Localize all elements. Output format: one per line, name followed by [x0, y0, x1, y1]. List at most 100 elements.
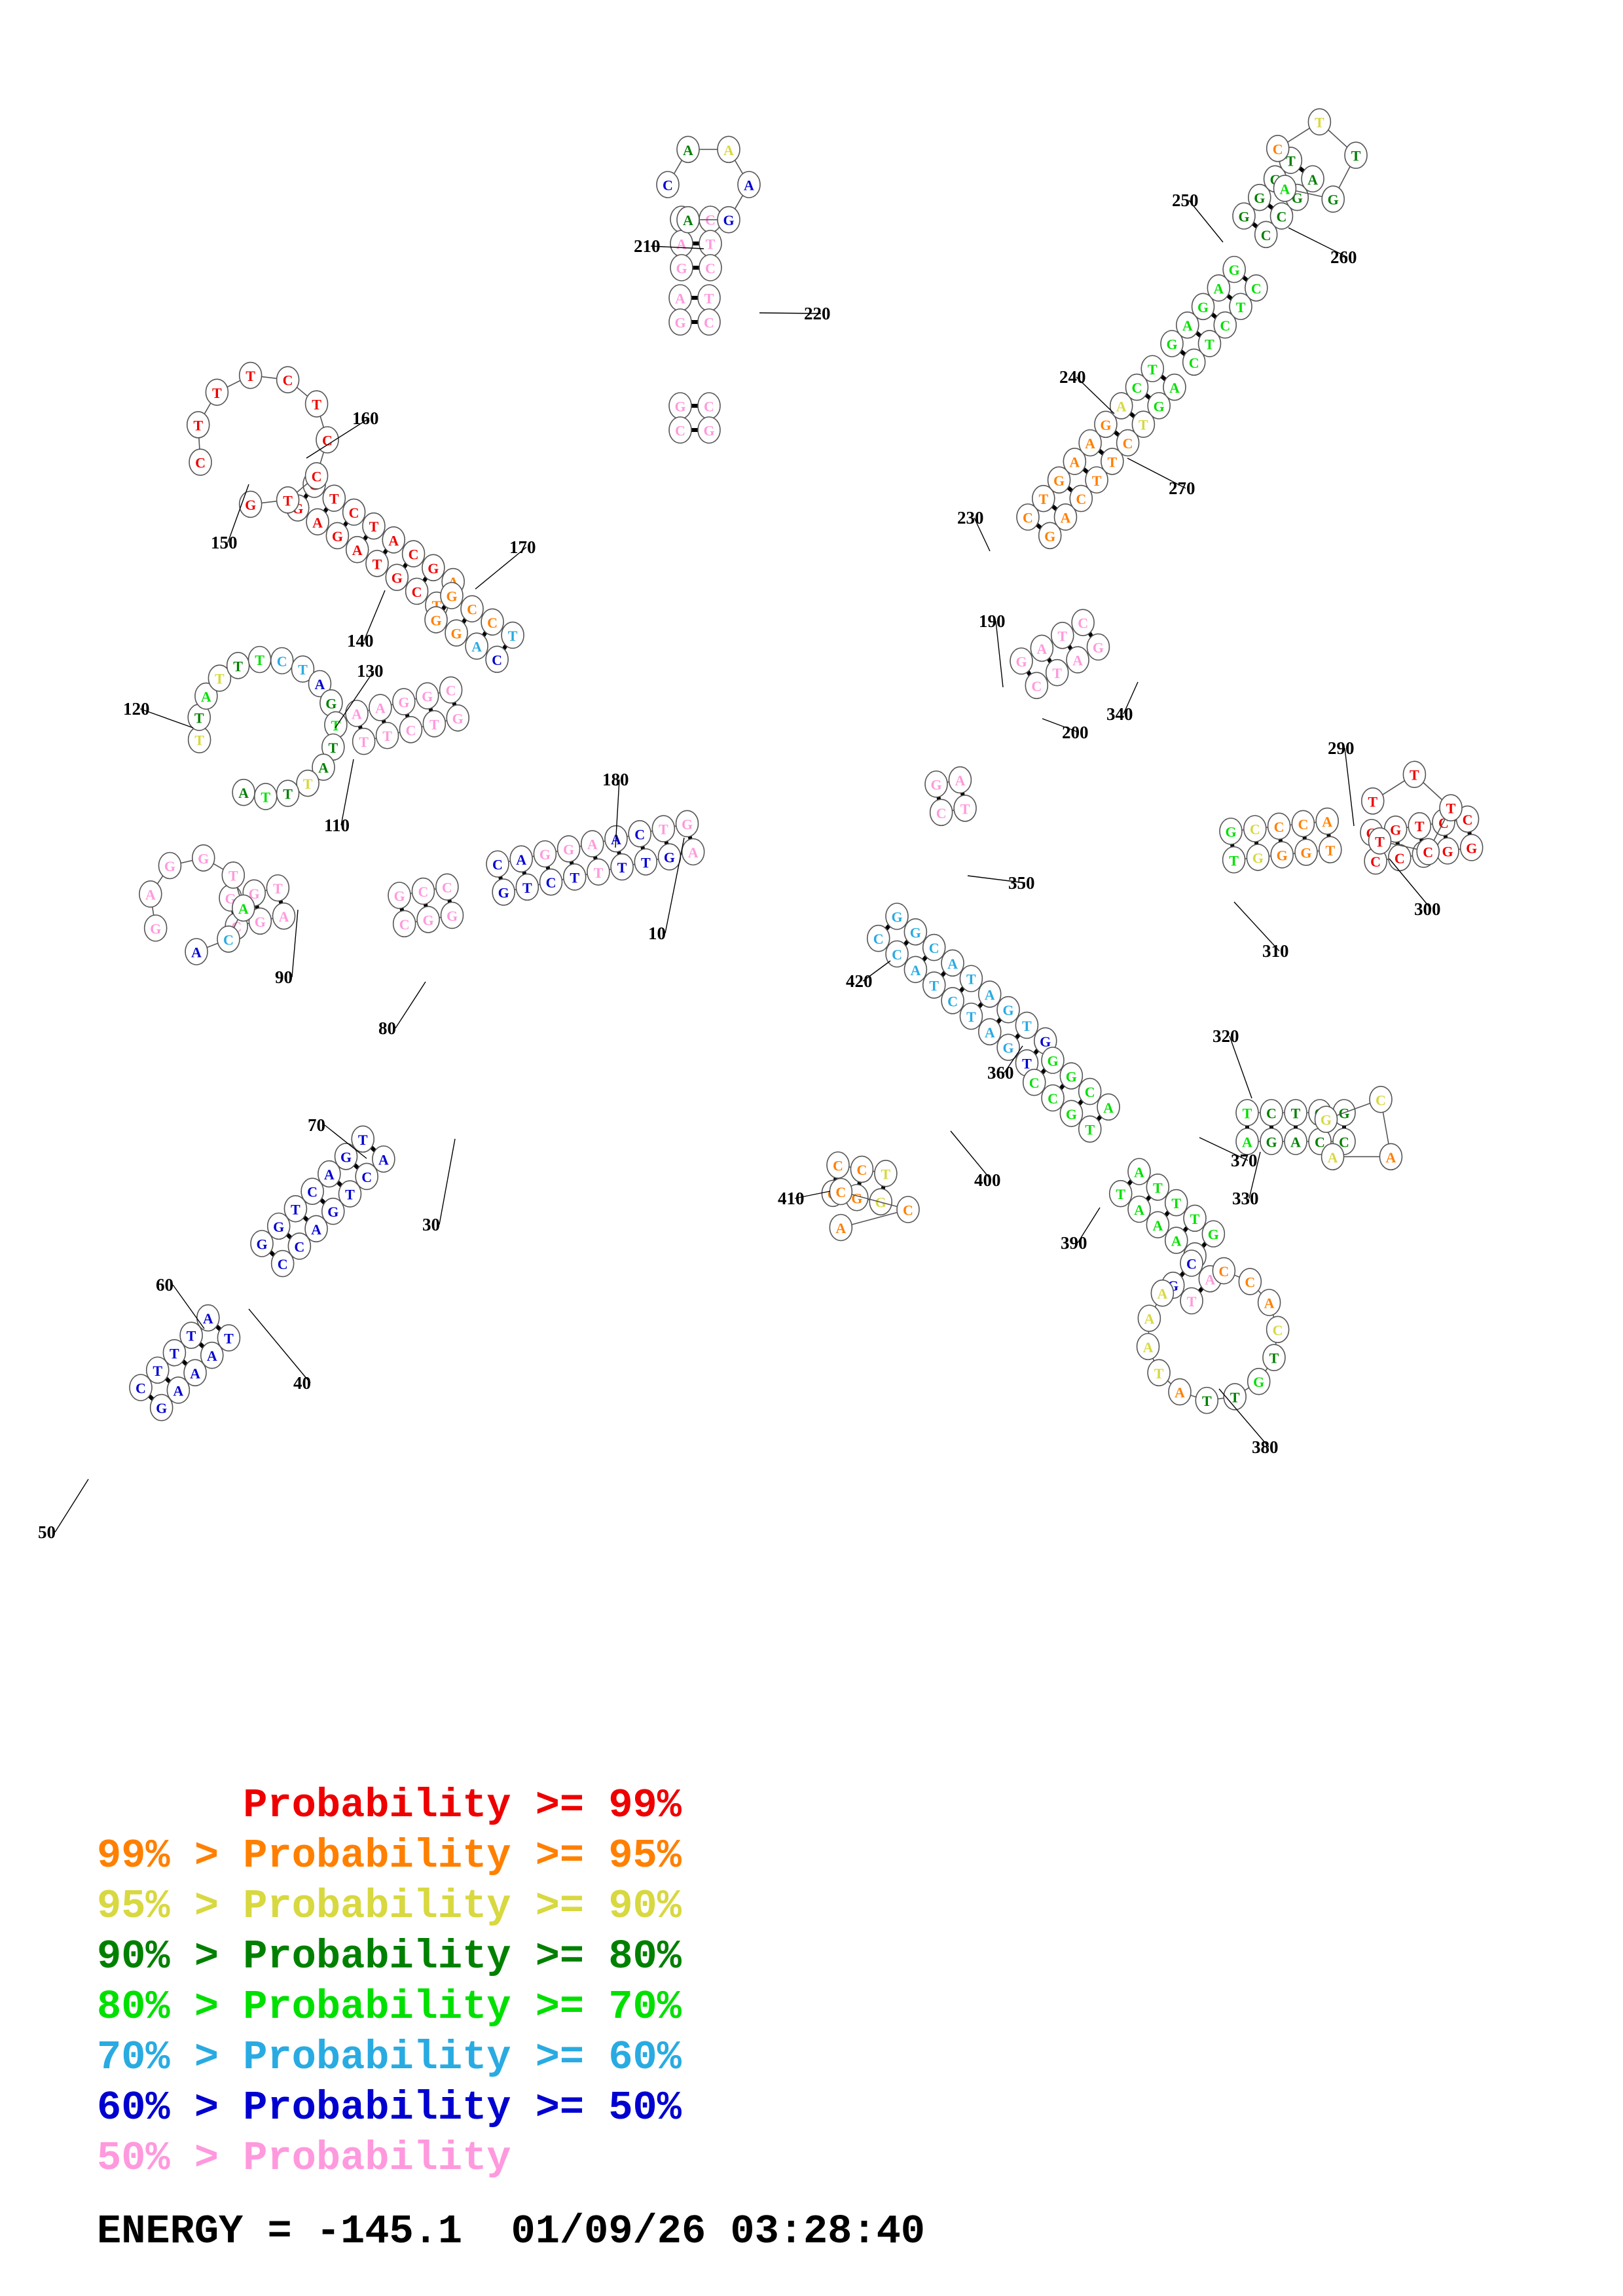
nucleotide-helix-1-10-bot: C: [539, 868, 563, 896]
nucleotide-loop-150: C: [276, 366, 300, 393]
nucleotide-loop-300: T: [1360, 787, 1385, 815]
position-leader-line: [665, 837, 685, 934]
svg-text:T: T: [215, 671, 225, 687]
legend-label: 70% > Probability >= 60%: [97, 2034, 682, 2081]
nucleotide-helix-40-60-top: T: [162, 1338, 187, 1367]
svg-text:C: C: [283, 372, 293, 389]
nucleotide-helix-200-bot: C: [929, 798, 953, 827]
svg-text:G: G: [340, 1149, 352, 1165]
svg-text:T: T: [291, 1201, 301, 1217]
nucleotide-loop-260: T: [1307, 108, 1332, 136]
svg-text:G: G: [1266, 1134, 1277, 1151]
svg-text:G: G: [1066, 1068, 1077, 1085]
svg-text:C: C: [322, 433, 333, 449]
nucleotide-helix-320-330-bot: A: [1235, 1128, 1259, 1155]
nucleotide-loop-330: A: [1379, 1143, 1403, 1171]
nucleotide-helix-1-10-top: T: [651, 815, 676, 842]
legend-label: 90% > Probability >= 80%: [97, 1933, 682, 1980]
svg-text:T: T: [1187, 1293, 1197, 1310]
svg-text:G: G: [674, 399, 685, 415]
nucleotide-loop-300: C: [1416, 838, 1440, 865]
legend-label: 95% > Probability >= 90%: [97, 1883, 682, 1929]
svg-text:T: T: [1269, 1350, 1279, 1367]
svg-text:C: C: [873, 931, 884, 947]
nucleotide-helix-190-top: T: [1050, 621, 1074, 649]
nucleotide-helix-350-360-top: A: [941, 949, 964, 977]
nucleotide-helix-1-10-top: G: [675, 810, 699, 838]
svg-text:G: G: [1229, 262, 1240, 278]
svg-text:C: C: [1048, 1090, 1058, 1107]
svg-text:T: T: [233, 658, 243, 674]
position-label-330: 330: [1232, 1189, 1259, 1208]
nucleotide-helix-300-bot: C: [1364, 847, 1387, 875]
nucleotide-helix-225-top: C: [697, 392, 721, 420]
svg-text:T: T: [359, 734, 369, 750]
nucleotide-helix-320-330-top: T: [1284, 1099, 1307, 1126]
position-label-180: 180: [602, 770, 629, 789]
nucleotide-helix-150-160-bot: A: [306, 508, 329, 536]
svg-text:C: C: [294, 1238, 304, 1255]
position-label-310: 310: [1262, 941, 1289, 961]
svg-text:C: C: [1273, 1322, 1283, 1338]
svg-text:G: G: [428, 560, 439, 577]
svg-text:G: G: [1154, 398, 1165, 414]
svg-text:T: T: [328, 740, 338, 756]
svg-text:A: A: [1175, 1384, 1185, 1401]
position-label-350: 350: [1008, 873, 1035, 893]
position-leader-line: [794, 1191, 831, 1199]
svg-text:G: G: [1066, 1106, 1077, 1122]
position-leader-line: [172, 1284, 205, 1329]
svg-text:T: T: [373, 556, 382, 572]
nucleotide-helix-240-270-bot: T: [1085, 466, 1108, 494]
nucleotide-loop-120: A: [312, 753, 335, 781]
nucleotide-helix-255-top: G: [1247, 183, 1271, 211]
nucleotide-helix-90-top: C: [411, 877, 435, 905]
svg-text:T: T: [170, 1345, 179, 1361]
svg-text:T: T: [1154, 1365, 1164, 1382]
legend-row-1: 99% > Probability >= 95%: [0, 1831, 1623, 1881]
svg-text:C: C: [406, 722, 416, 738]
svg-text:T: T: [1148, 361, 1158, 378]
svg-text:C: C: [546, 874, 556, 891]
nucleotide-helix-250-bot: T: [1229, 293, 1252, 321]
svg-text:C: C: [1370, 853, 1381, 870]
nucleotide-helix-150-160-bot: A: [345, 535, 369, 564]
nucleotide-helix-300-top: T: [1408, 812, 1432, 840]
svg-text:T: T: [508, 628, 518, 644]
svg-text:G: G: [1442, 844, 1453, 860]
svg-text:A: A: [1182, 317, 1193, 334]
nucleotide-helix-290-310-bot: G: [1246, 844, 1270, 871]
nucleotide-helix-150-160-top: G: [422, 554, 445, 582]
svg-text:T: T: [570, 869, 579, 886]
position-leader-line: [324, 1124, 367, 1159]
nucleotide-helix-40-60-top: A: [196, 1304, 220, 1332]
svg-text:T: T: [881, 1166, 891, 1182]
nucleotide-helix-1-10-bot: G: [492, 878, 515, 906]
svg-text:A: A: [1307, 171, 1318, 188]
nucleotide-helix-30-70-bot: C: [270, 1249, 295, 1278]
nucleotide-helix-80-bot: A: [272, 902, 296, 930]
nucleotide-helix-170-top: C: [481, 608, 504, 636]
nucleotide-loop-260: T: [1344, 141, 1368, 170]
svg-text:C: C: [446, 683, 456, 699]
nucleotide-loop-90: A: [231, 894, 255, 922]
nucleotide-helix-290-310-bot: T: [1222, 846, 1246, 874]
nucleotide-helix-110-bot: C: [399, 715, 423, 744]
position-leader-line: [1249, 1151, 1261, 1199]
svg-text:T: T: [1368, 793, 1377, 810]
nucleotide-helix-220-bot: G: [668, 308, 692, 336]
nucleotide-helix-30-70-top: T: [351, 1125, 375, 1153]
nucleotide-helix-250-bot: T: [1197, 330, 1222, 357]
position-leader-line: [967, 875, 1026, 884]
svg-text:G: G: [1093, 639, 1104, 656]
nucleotide-helix-250-top: A: [1207, 274, 1231, 302]
nucleotide-helix-255-top: G: [1232, 202, 1256, 230]
svg-text:T: T: [153, 1363, 162, 1379]
nucleotide-helix-240-270-top: T: [1031, 484, 1055, 512]
svg-text:T: T: [1139, 417, 1148, 433]
svg-text:A: A: [1103, 1100, 1114, 1116]
svg-text:C: C: [929, 940, 939, 956]
nucleotide-helix-1-10-top: A: [509, 845, 533, 873]
svg-text:G: G: [1100, 417, 1111, 433]
nucleotide-helix-225-bot: G: [668, 392, 692, 420]
